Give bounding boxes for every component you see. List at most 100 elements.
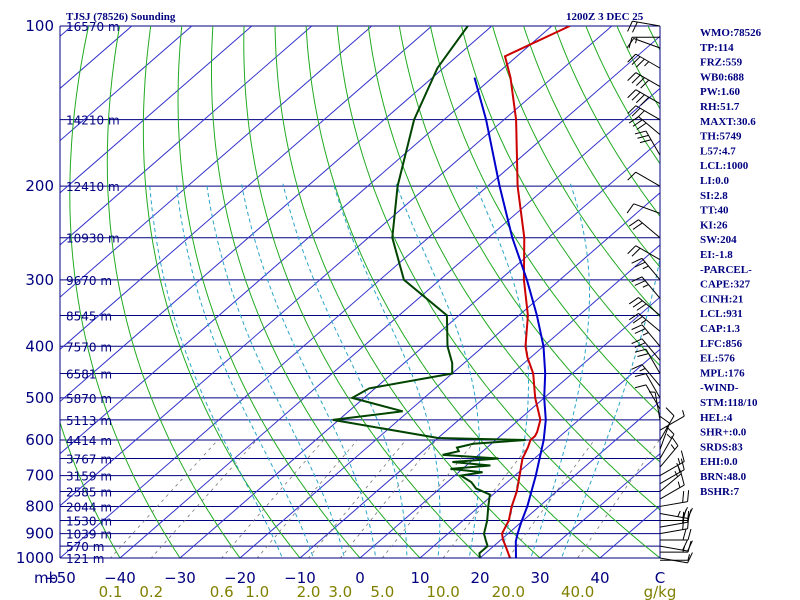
index-item: STM:118/10 [700, 397, 758, 409]
mixing-ratio-label: 5.0 [370, 583, 394, 600]
wind-barb [634, 384, 661, 410]
wind-barb-feather [627, 105, 637, 115]
wind-barb-feather [659, 416, 670, 424]
index-item: TT:40 [700, 205, 729, 217]
wind-barb [627, 245, 661, 261]
wind-barb-feather [634, 384, 647, 389]
wind-barbs [626, 20, 693, 564]
wind-barb [628, 297, 661, 316]
pressure-tick-label: 1000 [16, 549, 54, 567]
wind-barb-feather [628, 297, 639, 305]
height-label: 7570 m [66, 340, 112, 354]
index-item: LFC:856 [700, 338, 743, 350]
height-label: 6581 m [66, 368, 112, 382]
moist-adiabat [282, 183, 408, 558]
wind-barb-feather [680, 450, 685, 462]
wind-barb-feather [687, 552, 693, 564]
height-label: 570 m [66, 540, 104, 554]
wind-barb [628, 312, 661, 332]
wind-barb-feather [628, 219, 639, 227]
mixing-ratio-label: 1.0 [245, 583, 269, 600]
wind-barb [659, 473, 685, 500]
wind-barb-feather [627, 171, 637, 181]
index-item: SW:204 [700, 234, 737, 246]
dry-adiabat [460, 26, 660, 367]
height-label: 16570 m [66, 20, 120, 34]
index-item: PW:1.60 [700, 86, 741, 98]
moist-adiabat [332, 183, 441, 558]
dry-adiabat [305, 26, 601, 558]
index-item: TP:114 [700, 42, 734, 54]
wind-barb [627, 20, 661, 33]
index-item: MPL:176 [700, 367, 745, 379]
wind-barb [631, 324, 661, 347]
index-item: MAXT:30.6 [700, 116, 756, 128]
index-item: LI:0.0 [700, 175, 730, 187]
index-item: -WIND- [700, 382, 739, 394]
wind-barb [659, 552, 693, 564]
index-item: EL:576 [700, 353, 735, 365]
temperature-tick-label: C [655, 569, 665, 587]
wind-barb [659, 490, 690, 507]
background-lines [60, 26, 660, 558]
wind-barb-feather [632, 316, 643, 324]
isotherm--130 [60, 26, 193, 142]
mixing-ratio-line [507, 439, 595, 558]
wind-barb-shaft [633, 203, 661, 214]
wind-barb-feather [627, 72, 637, 81]
sounding-traces [332, 26, 571, 558]
pressure-tick-label: 100 [25, 17, 54, 35]
wind-barb-feather [635, 94, 645, 104]
height-label: 1039 m [66, 528, 112, 542]
wind-barb-feather [631, 364, 643, 370]
index-item: TH:5749 [700, 131, 742, 143]
mixing-ratio-labels: 0.1 0.2 0.6 1.0 2.0 3.0 5.0 10.0 20.0 40.0 g/kg [99, 583, 677, 600]
wind-barb-half-feather [644, 61, 650, 67]
mixing-ratio-label: 40.0 [561, 583, 594, 600]
wind-barb-feather [634, 130, 647, 135]
wind-barb-half-feather [639, 367, 646, 372]
wind-barb-feather [632, 21, 638, 33]
wind-barb-feather [687, 507, 693, 519]
temperature-tick-label: 0 [355, 569, 365, 587]
wind-barb-half-feather [640, 319, 647, 324]
dry-adiabat [398, 26, 660, 463]
wind-barb-feather [680, 458, 685, 470]
height-label: 8545 m [66, 309, 112, 323]
wind-barb [660, 528, 692, 541]
temperature-tick-label: 10 [410, 569, 429, 587]
wind-barb-feather [635, 110, 645, 120]
height-label: 5870 m [66, 392, 112, 406]
sounding-time: 1200Z 3 DEC 25 [566, 11, 644, 23]
wind-barb [628, 219, 661, 239]
moist-adiabat [560, 255, 660, 558]
wind-barb-feather [631, 91, 641, 101]
isotherm--40 [119, 87, 660, 558]
pressure-tick-labels: 1000 900 800 700 600 500 400 300 200 100 [16, 17, 54, 567]
wind-barb-feather [687, 540, 693, 552]
index-item: LCL:1000 [700, 160, 749, 172]
dry-adiabat [211, 26, 421, 558]
wind-barb [627, 89, 661, 106]
wind-barb-half-feather [642, 265, 649, 270]
wind-barb-feather [628, 37, 633, 49]
wind-barb-feather [631, 56, 641, 66]
wind-barb [659, 410, 685, 431]
isotherm--100 [60, 26, 373, 298]
wind-barb [659, 539, 693, 552]
isotherm--90 [60, 26, 433, 350]
trace-dewpoint [332, 26, 526, 558]
wind-barb-half-feather [677, 466, 681, 473]
index-item: SRDS:83 [700, 441, 743, 453]
wind-barb-feather [682, 528, 687, 541]
mixing-ratio-label: 3.0 [328, 583, 352, 600]
wind-barb [626, 203, 661, 214]
moist-adiabat [149, 183, 283, 558]
moist-adiabat [206, 183, 346, 558]
dry-adiabat [243, 26, 481, 558]
height-label: 5113 m [66, 414, 112, 428]
index-item: L57:4.7 [700, 145, 736, 157]
height-label: 12410 m [66, 180, 120, 194]
wind-barb-feather [631, 247, 641, 257]
